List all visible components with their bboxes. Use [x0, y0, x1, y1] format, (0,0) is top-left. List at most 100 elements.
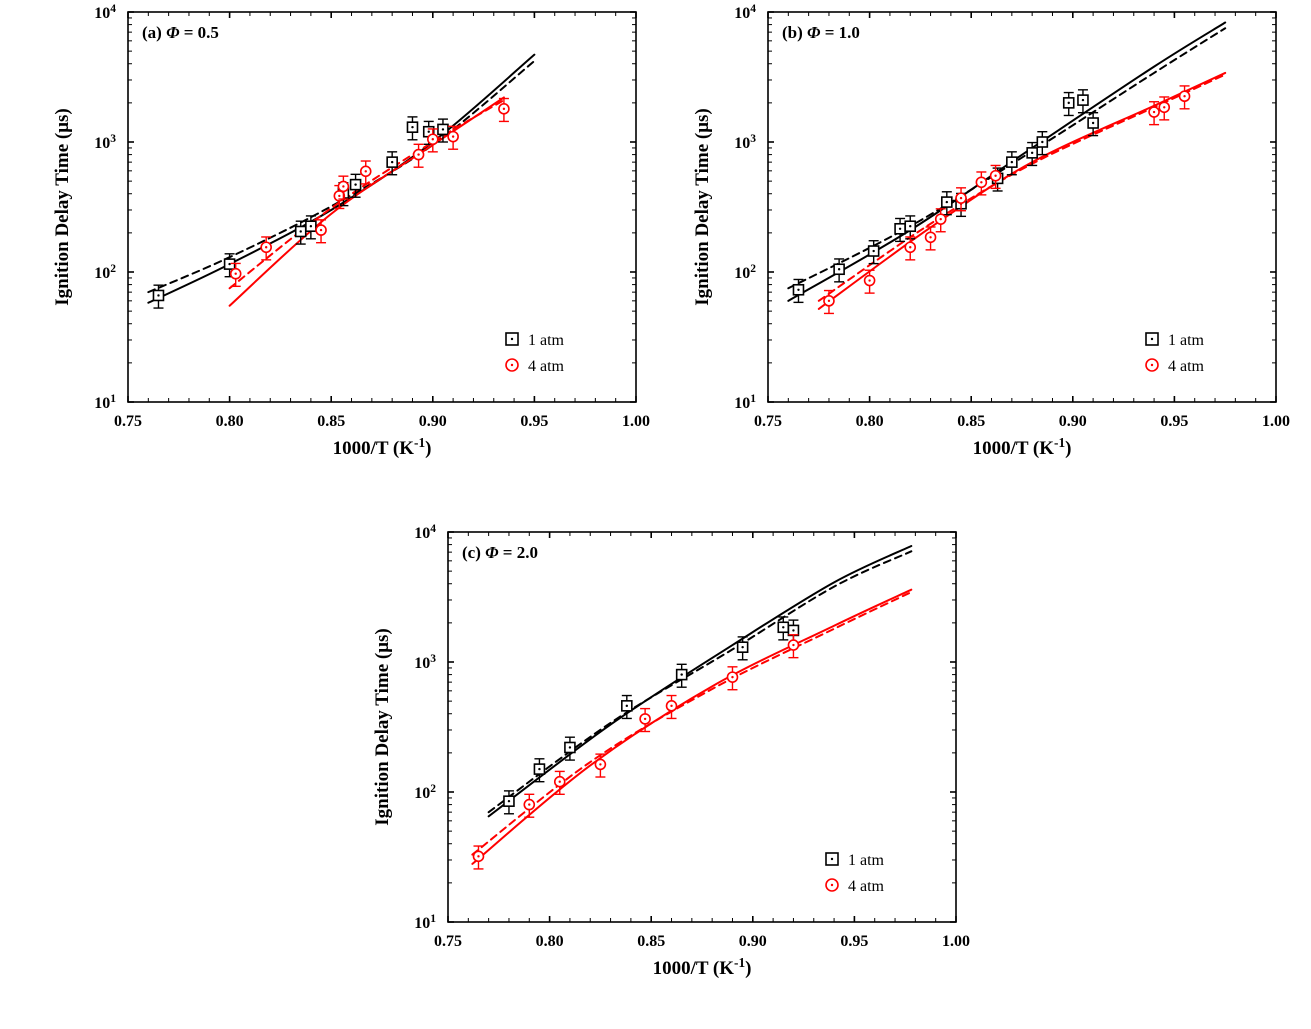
data-point-4atm	[956, 193, 966, 203]
panel-c: 0.750.800.850.900.951.001011021031041000…	[360, 520, 970, 990]
data-point-1atm	[778, 622, 788, 632]
xtick-label: 0.80	[536, 933, 564, 950]
data-point-1atm	[1037, 137, 1047, 147]
data-point-4atm	[727, 672, 737, 682]
y-axis-label: Ignition Delay Time (μs)	[692, 108, 713, 305]
data-point-4atm	[316, 225, 326, 235]
data-point-4atm	[991, 171, 1001, 181]
data-point-4atm	[667, 701, 677, 711]
data-point-4atm	[936, 214, 946, 224]
xtick-label: 0.80	[216, 413, 244, 430]
data-point-1atm	[351, 180, 361, 190]
legend: 1 atm 4 atm	[506, 332, 565, 375]
data-point-1atm	[1027, 148, 1037, 158]
data-point-4atm	[865, 276, 875, 286]
y-axis-label: Ignition Delay Time (μs)	[372, 628, 393, 825]
legend-label-1atm: 1 atm	[528, 332, 565, 349]
data-point-1atm	[869, 246, 879, 256]
data-point-1atm	[1064, 98, 1074, 108]
data-point-4atm	[414, 150, 424, 160]
data-point-4atm	[1159, 102, 1169, 112]
legend: 1 atm4 atm	[826, 852, 885, 895]
data-point-4atm	[555, 777, 565, 787]
data-point-4atm	[1180, 91, 1190, 101]
data-point-1atm	[438, 124, 448, 134]
data-point-4atm	[976, 177, 986, 187]
data-point-1atm	[407, 122, 417, 132]
ytick-label: 101	[414, 913, 436, 932]
ytick-label: 104	[734, 3, 756, 22]
legend-label-4atm: 4 atm	[1168, 358, 1205, 375]
y-axis-label: Ignition Delay Time (μs)	[52, 108, 73, 305]
xtick-label: 1.00	[622, 413, 650, 430]
data-point-4atm	[473, 851, 483, 861]
xtick-label: 0.90	[419, 413, 447, 430]
ytick-label: 101	[734, 393, 756, 412]
data-point-1atm	[534, 764, 544, 774]
xtick-label: 0.95	[520, 413, 548, 430]
data-point-1atm	[504, 796, 514, 806]
data-point-4atm	[524, 800, 534, 810]
ytick-label: 103	[734, 133, 756, 152]
ytick-label: 102	[94, 263, 116, 282]
data-point-4atm	[1149, 107, 1159, 117]
data-point-4atm	[448, 132, 458, 142]
data-point-1atm	[942, 197, 952, 207]
data-point-4atm	[824, 296, 834, 306]
data-point-4atm	[261, 242, 271, 252]
ytick-label: 104	[414, 523, 436, 542]
ytick-label: 102	[734, 263, 756, 282]
xtick-label: 0.95	[1160, 413, 1188, 430]
data-point-4atm	[499, 104, 509, 114]
data-point-1atm	[788, 625, 798, 635]
ytick-label: 101	[94, 393, 116, 412]
data-point-1atm	[738, 642, 748, 652]
xtick-label: 1.00	[942, 933, 970, 950]
model-curve-4atm_dashed	[472, 592, 911, 855]
model-curve-4atm_solid	[230, 97, 504, 305]
data-point-1atm	[153, 290, 163, 300]
data-point-4atm	[361, 166, 371, 176]
panel-label: (a) Φ = 0.5	[142, 23, 219, 42]
x-axis-label: 1000/T (K-1)	[973, 435, 1072, 460]
panel-label: (c) Φ = 2.0	[462, 543, 538, 562]
data-point-4atm	[338, 181, 348, 191]
xtick-label: 0.85	[637, 933, 665, 950]
figure-root: 0.75 0.80 0.85 0.90 0.95 1.00 101 102 103 104 1000…	[0, 0, 1311, 1029]
data-point-1atm	[565, 742, 575, 752]
xtick-label: 0.75	[754, 413, 782, 430]
ytick-label: 104	[94, 3, 116, 22]
ytick-label: 102	[414, 783, 436, 802]
data-point-4atm	[640, 714, 650, 724]
x-axis-label: 1000/T (K-1)	[653, 955, 752, 980]
xtick-label: 0.75	[434, 933, 462, 950]
data-point-1atm	[296, 226, 306, 236]
xtick-label: 0.90	[739, 933, 767, 950]
data-point-1atm	[834, 264, 844, 274]
data-point-4atm	[231, 269, 241, 279]
legend: 1 atm 4 atm	[1146, 332, 1205, 375]
xtick-label: 0.95	[840, 933, 868, 950]
model-curve-1atm_solid	[489, 546, 912, 816]
xtick-label: 0.85	[317, 413, 345, 430]
legend-label-4atm: 4 atm	[848, 878, 885, 895]
xtick-label: 1.00	[1262, 413, 1290, 430]
data-point-4atm	[926, 232, 936, 242]
data-point-1atm	[1007, 157, 1017, 167]
panel-label: (b) Φ = 1.0	[782, 23, 860, 42]
xtick-label: 0.75	[114, 413, 142, 430]
data-point-1atm	[306, 221, 316, 231]
data-point-1atm	[895, 224, 905, 234]
data-point-4atm	[595, 759, 605, 769]
data-point-1atm	[622, 701, 632, 711]
model-curve-1atm_dashed	[489, 551, 912, 812]
xtick-label: 0.85	[957, 413, 985, 430]
data-point-4atm	[905, 242, 915, 252]
ytick-label: 103	[94, 133, 116, 152]
xtick-label: 0.80	[856, 413, 884, 430]
data-point-4atm	[788, 640, 798, 650]
data-point-1atm	[793, 285, 803, 295]
legend-label-1atm: 1 atm	[1168, 332, 1205, 349]
legend-label-4atm: 4 atm	[528, 358, 565, 375]
data-point-1atm	[677, 670, 687, 680]
